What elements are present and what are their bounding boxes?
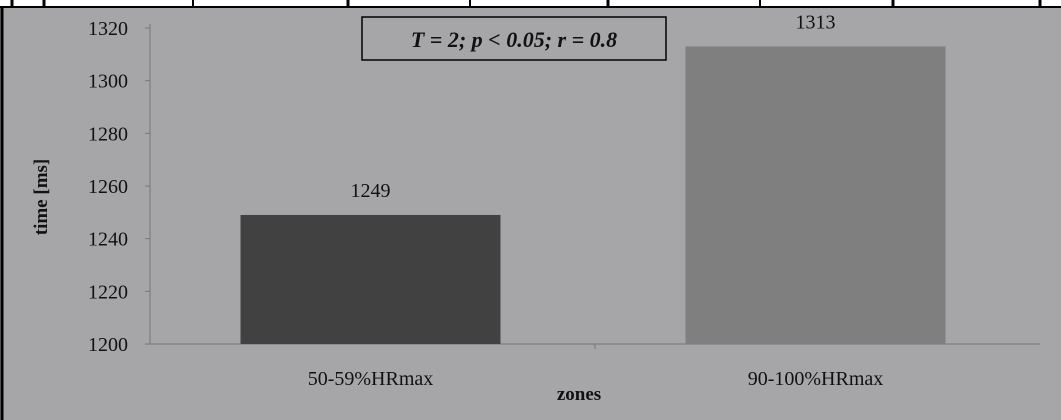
top-strip-background <box>0 0 1061 7</box>
y-tick-label: 1300 <box>88 71 128 93</box>
y-tick-label: 1320 <box>88 18 128 40</box>
y-tick-label: 1240 <box>88 229 128 251</box>
stats-annotation: T = 2; p < 0.05; r = 0.8 <box>361 16 667 61</box>
y-tick-label: 1260 <box>88 176 128 198</box>
bar <box>685 46 946 344</box>
top-border-strip <box>0 0 1061 8</box>
y-tick-label: 1220 <box>88 281 128 303</box>
x-tick-label: 50-59%HRmax <box>308 368 434 390</box>
plot-area: 1200 1220 1240 1260 1280 1300 1320 1249 50-59%HR… <box>88 11 1040 390</box>
y-tick-label: 1280 <box>88 123 128 145</box>
x-axis-title: zones <box>557 384 601 405</box>
stats-text: T = 2; p < 0.05; r = 0.8 <box>411 27 617 52</box>
data-label: 1249 <box>351 180 391 202</box>
y-tick-label: 1200 <box>88 334 128 356</box>
y-axis-title: time [ms] <box>31 159 52 236</box>
stats-box <box>361 16 667 61</box>
x-tick-label: 90-100%HRmax <box>748 368 884 390</box>
data-label: 1313 <box>796 11 836 33</box>
bar <box>240 214 501 344</box>
